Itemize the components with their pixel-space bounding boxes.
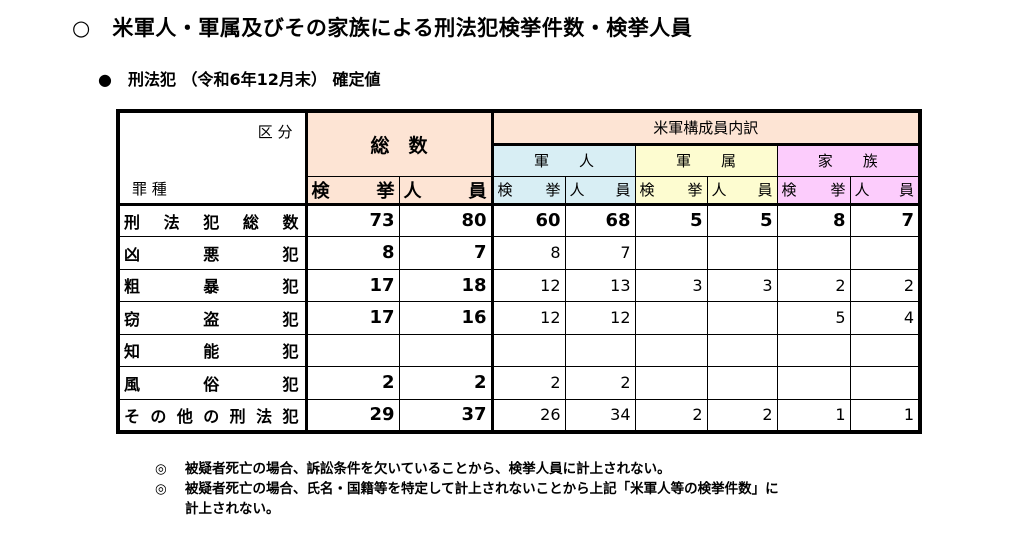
table-row: 風俗犯 2 2 2 2 xyxy=(117,366,921,400)
military-arrests-cell: 26 xyxy=(490,398,566,432)
table-row: 知能犯 xyxy=(117,333,921,367)
group-civilian: 軍 属 xyxy=(634,143,778,177)
military-arrests-cell: 8 xyxy=(490,236,566,270)
total-arrests-cell: 17 xyxy=(304,301,400,335)
total-arrests-cell: 2 xyxy=(304,366,400,400)
total-persons-cell: 18 xyxy=(398,268,493,302)
military-arrests-cell: 12 xyxy=(490,301,566,335)
total-header: 総 数 xyxy=(304,110,493,177)
military-arrests-cell: 12 xyxy=(490,268,566,302)
military-persons-cell: 12 xyxy=(564,301,636,335)
total-arrests-cell xyxy=(304,333,400,367)
civilian-persons-cell xyxy=(706,301,778,335)
civilian-persons-cell: 2 xyxy=(706,398,778,432)
family-persons-cell: 7 xyxy=(849,203,921,237)
total-persons-cell: 7 xyxy=(398,236,493,270)
total-arrests-cell: 73 xyxy=(304,203,400,237)
corner-bottom-label: 罪 種 xyxy=(132,179,167,198)
note-mark: ◎ xyxy=(155,481,167,497)
military-arrests-cell: 60 xyxy=(490,203,566,237)
total-persons-header: 人 員 xyxy=(398,175,493,206)
military-persons-header: 人 員 xyxy=(564,175,636,206)
total-persons-cell: 2 xyxy=(398,366,493,400)
military-persons-cell: 68 xyxy=(564,203,636,237)
table-row: 凶悪犯 8 7 8 7 xyxy=(117,236,921,270)
civilian-persons-cell: 3 xyxy=(706,268,778,302)
total-persons-cell: 16 xyxy=(398,301,493,335)
group-military: 軍 人 xyxy=(490,143,636,177)
total-arrests-cell: 29 xyxy=(304,398,400,432)
military-persons-cell: 7 xyxy=(564,236,636,270)
civilian-arrests-header: 検 挙 xyxy=(634,175,708,206)
total-persons-cell xyxy=(398,333,493,367)
civilian-persons-cell xyxy=(706,366,778,400)
military-arrests-cell xyxy=(490,333,566,367)
family-arrests-cell: 5 xyxy=(776,301,851,335)
family-arrests-cell: 8 xyxy=(776,203,851,237)
crime-category: 凶悪犯 xyxy=(117,236,307,270)
family-persons-cell: 1 xyxy=(849,398,921,432)
corner-header: 区 分 罪 種 xyxy=(117,110,307,206)
civilian-arrests-cell: 5 xyxy=(634,203,708,237)
note-text: 被疑者死亡の場合、訴訟条件を欠いていることから、検挙人員に計上されない。 xyxy=(185,461,671,477)
civilian-arrests-cell xyxy=(634,236,708,270)
family-persons-cell xyxy=(849,366,921,400)
family-arrests-cell xyxy=(776,333,851,367)
civilian-arrests-cell: 2 xyxy=(634,398,708,432)
family-persons-cell: 2 xyxy=(849,268,921,302)
military-arrests-header: 検 挙 xyxy=(490,175,566,206)
family-persons-cell: 4 xyxy=(849,301,921,335)
note-1: ◎ 被疑者死亡の場合、訴訟条件を欠いていることから、検挙人員に計上されない。 xyxy=(155,459,785,479)
table-row: 窃盗犯 17 16 12 12 5 4 xyxy=(117,301,921,335)
civilian-arrests-cell xyxy=(634,366,708,400)
family-arrests-cell: 2 xyxy=(776,268,851,302)
total-arrests-cell: 17 xyxy=(304,268,400,302)
table-row: その他の刑法犯 29 37 26 34 2 2 1 1 xyxy=(117,398,921,432)
military-arrests-cell: 2 xyxy=(490,366,566,400)
civilian-arrests-cell: 3 xyxy=(634,268,708,302)
notes: ◎ 被疑者死亡の場合、訴訟条件を欠いていることから、検挙人員に計上されない。 ◎… xyxy=(155,459,785,519)
family-arrests-cell: 1 xyxy=(776,398,851,432)
crime-category: 知能犯 xyxy=(117,333,307,367)
military-persons-cell: 2 xyxy=(564,366,636,400)
crime-category: その他の刑法犯 xyxy=(117,398,307,432)
total-persons-cell: 37 xyxy=(398,398,493,432)
crime-category: 窃盗犯 xyxy=(117,301,307,335)
family-arrests-cell xyxy=(776,236,851,270)
note-mark: ◎ xyxy=(155,461,167,477)
table-row: 粗暴犯 17 18 12 13 3 3 2 2 xyxy=(117,268,921,302)
table-row: 刑法犯総数 73 80 60 68 5 5 8 7 xyxy=(117,203,921,237)
civilian-persons-cell xyxy=(706,333,778,367)
crime-category: 粗暴犯 xyxy=(117,268,307,302)
section-subtitle: ● 刑法犯 （令和6年12月末） 確定値 xyxy=(98,70,381,89)
military-persons-cell xyxy=(564,333,636,367)
crime-stats-table: 区 分 罪 種 総 数 米軍構成員内訳 軍 人 軍 属 家 族 検 挙 人 員 … xyxy=(116,109,922,434)
military-persons-cell: 34 xyxy=(564,398,636,432)
family-persons-cell xyxy=(849,236,921,270)
breakdown-header: 米軍構成員内訳 xyxy=(490,110,921,146)
family-persons-cell xyxy=(849,333,921,367)
total-arrests-header: 検 挙 xyxy=(304,175,400,206)
civilian-arrests-cell xyxy=(634,333,708,367)
total-arrests-cell: 8 xyxy=(304,236,400,270)
note-text: 被疑者死亡の場合、氏名・国籍等を特定して計上されないことから上記「米軍人等の検挙… xyxy=(185,481,779,517)
civilian-arrests-cell xyxy=(634,301,708,335)
crime-category: 風俗犯 xyxy=(117,366,307,400)
military-persons-cell: 13 xyxy=(564,268,636,302)
page-title: ○ 米軍人・軍属及びその家族による刑法犯検挙件数・検挙人員 xyxy=(72,16,693,40)
family-persons-header: 人 員 xyxy=(849,175,921,206)
civilian-persons-header: 人 員 xyxy=(706,175,778,206)
civilian-persons-cell: 5 xyxy=(706,203,778,237)
family-arrests-cell xyxy=(776,366,851,400)
group-family: 家 族 xyxy=(776,143,921,177)
crime-category: 刑法犯総数 xyxy=(117,203,307,237)
family-arrests-header: 検 挙 xyxy=(776,175,851,206)
corner-top-label: 区 分 xyxy=(257,123,293,141)
civilian-persons-cell xyxy=(706,236,778,270)
total-persons-cell: 80 xyxy=(398,203,493,237)
note-2: ◎ 被疑者死亡の場合、氏名・国籍等を特定して計上されないことから上記「米軍人等の… xyxy=(155,479,785,519)
